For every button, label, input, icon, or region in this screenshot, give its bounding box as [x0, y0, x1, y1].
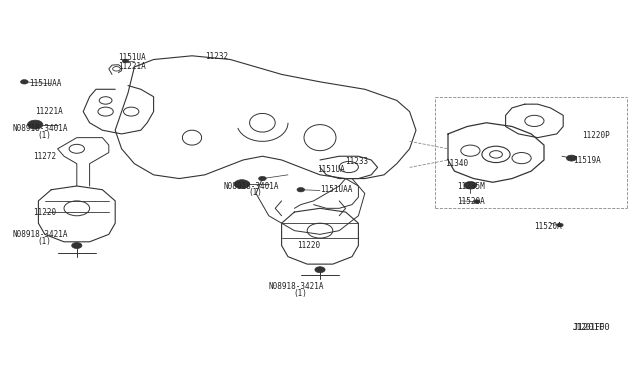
- Text: N08918-3401A: N08918-3401A: [13, 124, 68, 133]
- Text: J1201F0: J1201F0: [573, 323, 605, 332]
- Text: N08918-3401A: N08918-3401A: [224, 182, 280, 190]
- Circle shape: [474, 200, 480, 203]
- Circle shape: [259, 176, 266, 181]
- Text: 11340: 11340: [445, 159, 468, 168]
- Text: 11221A: 11221A: [35, 107, 63, 116]
- Text: 11520A: 11520A: [534, 222, 562, 231]
- Text: 11221A: 11221A: [118, 62, 146, 71]
- Circle shape: [566, 155, 577, 161]
- Circle shape: [20, 80, 28, 84]
- Text: 11233: 11233: [346, 157, 369, 166]
- Text: 11220: 11220: [298, 241, 321, 250]
- Circle shape: [28, 120, 43, 129]
- Text: 11232: 11232: [205, 52, 228, 61]
- Circle shape: [72, 243, 82, 248]
- Circle shape: [557, 223, 563, 227]
- Text: 11220P: 11220P: [582, 131, 610, 140]
- Circle shape: [234, 180, 250, 189]
- Circle shape: [464, 182, 477, 189]
- Text: (1): (1): [37, 237, 51, 246]
- Text: (1): (1): [248, 188, 262, 197]
- Text: 11519A: 11519A: [573, 156, 600, 165]
- Text: 1151UA: 1151UA: [317, 165, 344, 174]
- Text: N08918-3421A: N08918-3421A: [269, 282, 324, 291]
- Text: J1201F0: J1201F0: [573, 323, 611, 332]
- Text: 11520A: 11520A: [458, 197, 485, 206]
- Text: (1): (1): [293, 289, 307, 298]
- Text: (1): (1): [37, 131, 51, 140]
- Circle shape: [297, 187, 305, 192]
- Text: 11272: 11272: [33, 152, 56, 161]
- Text: 1151UAA: 1151UAA: [320, 185, 353, 194]
- Text: 1151UAA: 1151UAA: [29, 79, 61, 88]
- Circle shape: [315, 267, 325, 273]
- Text: 11235M: 11235M: [458, 182, 485, 190]
- Text: 1151UA: 1151UA: [118, 53, 146, 62]
- Circle shape: [122, 59, 129, 63]
- Text: 11220: 11220: [33, 208, 56, 217]
- Text: N08918-3421A: N08918-3421A: [13, 230, 68, 239]
